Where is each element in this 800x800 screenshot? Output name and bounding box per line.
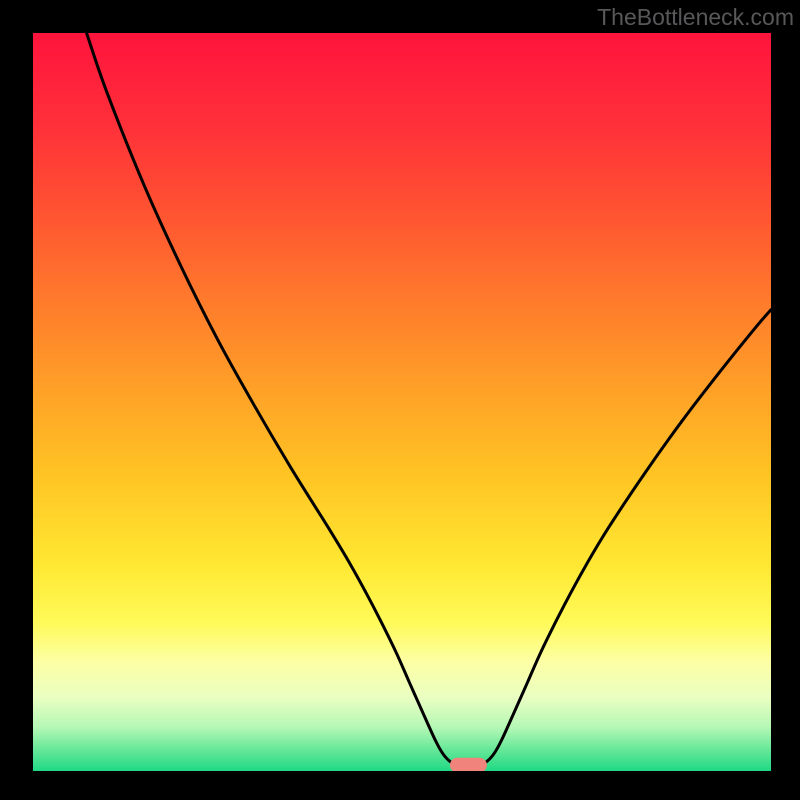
optimum-marker xyxy=(450,758,487,771)
watermark-text: TheBottleneck.com xyxy=(597,4,794,31)
bottleneck-curve xyxy=(87,33,771,765)
plot-area xyxy=(33,33,771,771)
curve-overlay xyxy=(33,33,771,771)
chart-stage: TheBottleneck.com xyxy=(0,0,800,800)
